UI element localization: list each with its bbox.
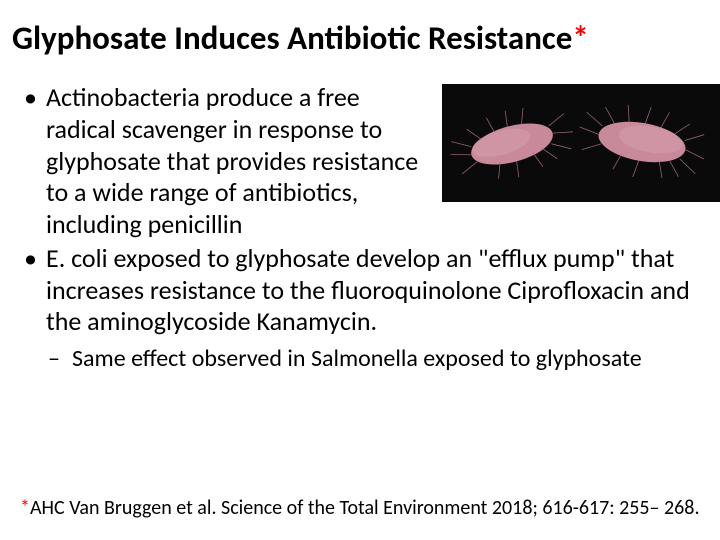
title-text: Glyphosate Induces Antibiotic Resistance — [12, 18, 572, 58]
title-asterisk: * — [572, 18, 588, 58]
bullet-item-2: E. coli exposed to glyphosate develop an… — [20, 243, 700, 338]
slide-title: Glyphosate Induces Antibiotic Resistance… — [0, 0, 720, 74]
citation: *AHC Van Bruggen et al. Science of the T… — [20, 496, 712, 520]
bullet-list: Actinobacteria produce a free radical sc… — [20, 82, 700, 338]
citation-text: AHC Van Bruggen et al. Science of the To… — [30, 496, 700, 520]
citation-asterisk: * — [20, 496, 30, 520]
sub-bullet-item: Same effect observed in Salmonella expos… — [20, 344, 700, 374]
bullet-text-2: E. coli exposed to glyphosate develop an… — [46, 242, 690, 337]
content-area: Actinobacteria produce a free radical sc… — [0, 74, 720, 374]
sub-bullet-text: Same effect observed in Salmonella expos… — [72, 344, 642, 373]
bullet-text-1: Actinobacteria produce a free radical sc… — [46, 81, 418, 240]
bullet-item-1: Actinobacteria produce a free radical sc… — [20, 82, 700, 241]
